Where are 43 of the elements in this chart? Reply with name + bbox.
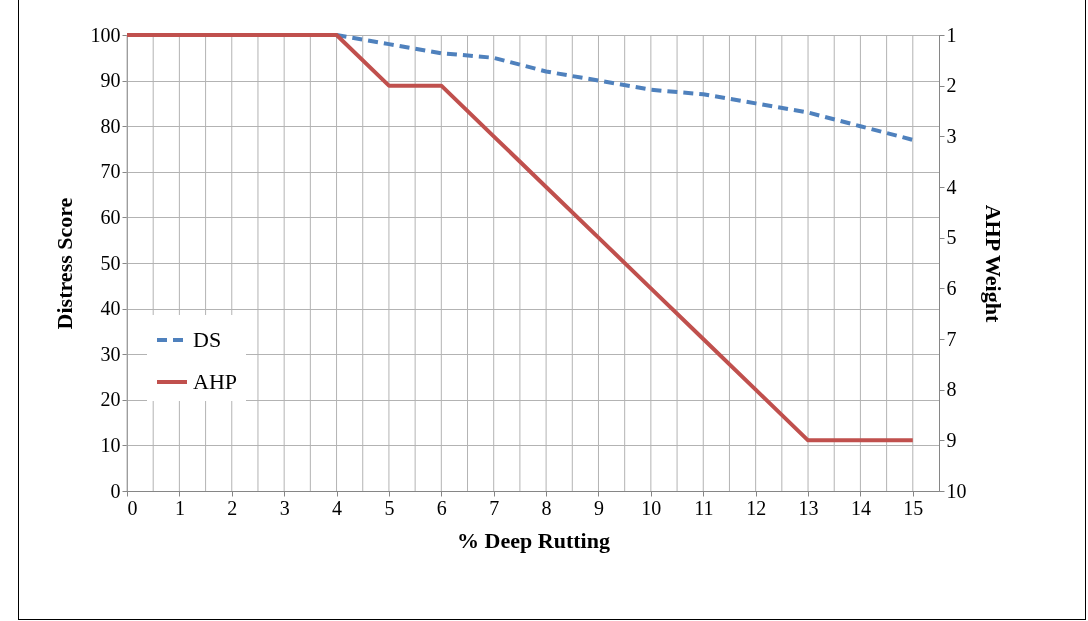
y-tick-label: 60	[100, 205, 121, 228]
x-tick-label: 4	[332, 496, 343, 519]
y2-tick-label: 1	[946, 23, 957, 46]
line-series	[125, 33, 915, 443]
x-tick-label: 8	[541, 496, 552, 519]
x-tick-label: 11	[694, 496, 714, 519]
y2-tick-label: 7	[946, 327, 957, 350]
y-tick-label: 30	[100, 342, 121, 365]
y2-tick-label: 10	[946, 479, 967, 502]
x-tick-label: 2	[227, 496, 238, 519]
x-tick-label: 1	[174, 496, 185, 519]
y-tick-label: 80	[100, 114, 121, 137]
y-tick-label: 50	[100, 251, 121, 274]
y2-axis-title: AHP Weight	[980, 204, 1006, 323]
x-tick-label: 15	[903, 496, 924, 519]
y-axis-title: Distress Score	[51, 197, 77, 330]
x-tick-label: 6	[436, 496, 447, 519]
legend-label: AHP	[193, 369, 238, 394]
x-tick-label: 3	[279, 496, 290, 519]
y2-tick-label: 6	[946, 276, 957, 299]
y2-tick-label: 8	[946, 378, 957, 401]
y-tick-label: 20	[100, 388, 121, 411]
y-tick-label: 40	[100, 297, 121, 320]
x-axis-title: % Deep Rutting	[457, 527, 610, 553]
x-tick-label: 5	[384, 496, 395, 519]
x-tick-label: 7	[489, 496, 500, 519]
legend-label: DS	[193, 327, 222, 352]
x-tick-label: 12	[746, 496, 767, 519]
y-tick-label: 0	[110, 479, 121, 502]
x-tick-label: 13	[798, 496, 819, 519]
y2-tick-label: 2	[946, 74, 957, 97]
y-tick-label: 70	[100, 160, 121, 183]
y-tick-label: 90	[100, 69, 121, 92]
y2-tick-label: 9	[946, 428, 957, 451]
y2-tick-label: 4	[946, 175, 957, 198]
y-tick-label: 10	[100, 433, 121, 456]
y2-tick-label: 3	[946, 124, 957, 147]
y2-tick-label: 5	[946, 226, 957, 249]
x-tick-label: 14	[850, 496, 871, 519]
x-tick-label: 0	[127, 496, 138, 519]
y-tick-label: 100	[90, 23, 121, 46]
x-tick-label: 10	[641, 496, 662, 519]
x-tick-label: 9	[593, 496, 604, 519]
